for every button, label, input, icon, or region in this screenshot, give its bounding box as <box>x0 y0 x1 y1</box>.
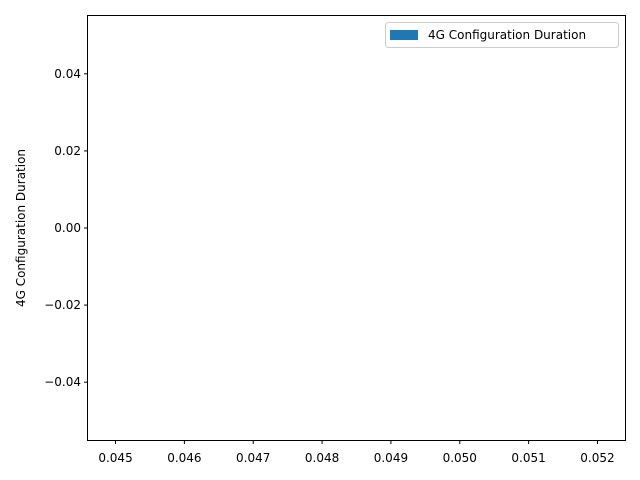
x-tick-label: 0.048 <box>305 451 339 465</box>
x-tick-label: 0.052 <box>580 451 614 465</box>
x-tick-label: 0.049 <box>374 451 408 465</box>
legend-label: 4G Configuration Duration <box>428 28 586 42</box>
legend: 4G Configuration Duration <box>385 22 619 48</box>
x-axis-ticks: 0.045 0.046 0.047 0.048 0.049 0.050 0.051 0.052 <box>98 440 615 465</box>
y-axis-label: 4G Configuration Duration <box>14 149 28 307</box>
x-tick-label: 0.045 <box>98 451 132 465</box>
y-tick-label: 0.00 <box>54 221 81 235</box>
x-tick-label: 0.046 <box>167 451 201 465</box>
y-tick-label: −0.02 <box>44 298 81 312</box>
y-tick-label: −0.04 <box>44 375 81 389</box>
x-tick-label: 0.047 <box>236 451 270 465</box>
axes-frame <box>87 15 626 441</box>
y-axis-ticks: −0.04 −0.02 0.00 0.02 0.04 <box>44 67 88 389</box>
x-tick-label: 0.051 <box>511 451 545 465</box>
legend-swatch <box>390 30 418 40</box>
legend-frame <box>385 22 619 48</box>
y-tick-label: 0.04 <box>54 67 81 81</box>
x-tick-label: 0.050 <box>443 451 477 465</box>
y-tick-label: 0.02 <box>54 144 81 158</box>
